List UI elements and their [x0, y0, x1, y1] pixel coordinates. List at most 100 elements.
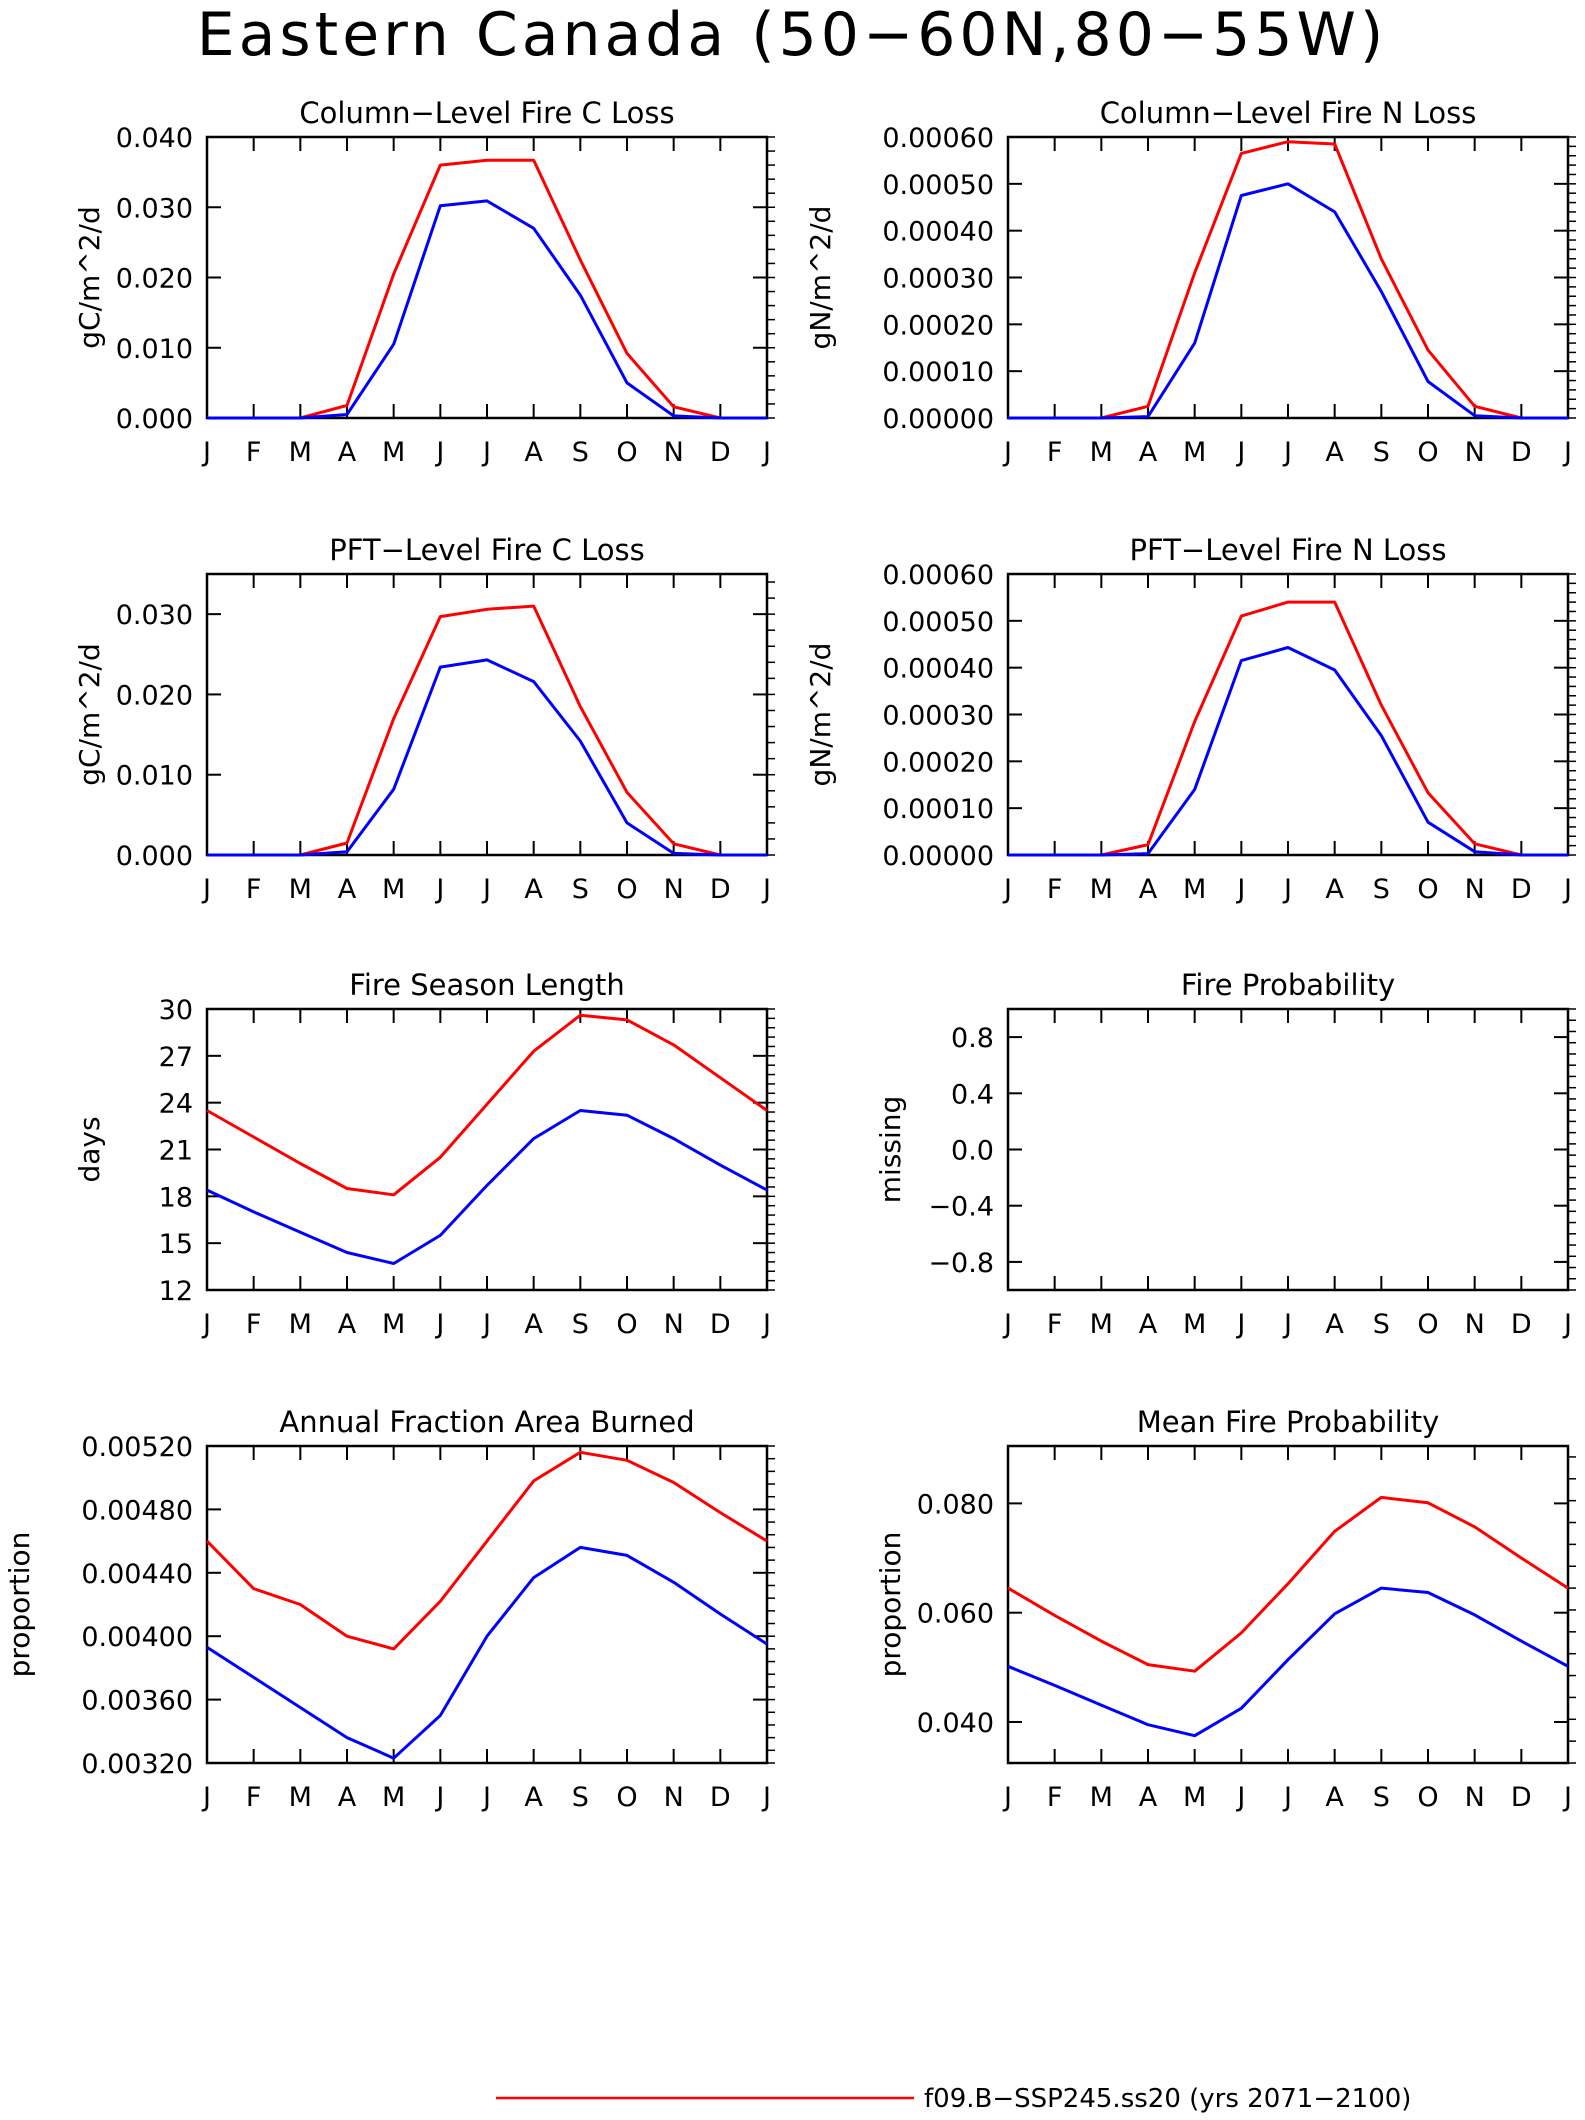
- panel-title: Mean Fire Probability: [1137, 1405, 1440, 1439]
- y-tick-label: 0.00320: [81, 1749, 193, 1780]
- x-tick-label: M: [382, 1309, 405, 1340]
- x-tick-label: F: [246, 1309, 262, 1340]
- y-tick-label: 0.00050: [882, 607, 994, 638]
- x-tick-label: A: [524, 437, 543, 468]
- x-tick-label: O: [616, 437, 637, 468]
- y-tick-label: 0.00050: [882, 170, 994, 201]
- x-tick-label: D: [1511, 1309, 1532, 1340]
- x-tick-label: A: [1139, 1309, 1158, 1340]
- x-tick-label: S: [572, 437, 589, 468]
- figure-title: Eastern Canada (50−60N,80−55W): [197, 0, 1388, 70]
- x-tick-label: D: [710, 437, 731, 468]
- x-tick-label: N: [1465, 437, 1485, 468]
- x-tick-label: O: [616, 1782, 637, 1813]
- series-line-blue: [206, 1545, 768, 1760]
- x-tick-label: J: [1282, 437, 1292, 468]
- x-tick-label: A: [1139, 1782, 1158, 1813]
- x-tick-label: J: [201, 437, 211, 468]
- plot-frame: [205, 572, 769, 857]
- legend: f09.B−SSP245.ss20 (yrs 2071−2100): [496, 2084, 1411, 2114]
- y-tick-label: 0.0: [951, 1136, 994, 1167]
- y-tick-label: 0.030: [116, 193, 193, 224]
- x-tick-label: M: [289, 437, 312, 468]
- y-axis-label: days: [73, 1116, 106, 1182]
- x-tick-label: D: [1511, 1782, 1532, 1813]
- x-tick-label: J: [481, 1782, 491, 1813]
- x-tick-label: J: [481, 1309, 491, 1340]
- x-tick-label: F: [1047, 1309, 1063, 1340]
- series-line-red: [1008, 600, 1568, 857]
- x-tick-label: J: [1282, 1782, 1292, 1813]
- y-tick-label: 0.060: [917, 1599, 994, 1630]
- y-tick-label: 0.030: [116, 600, 193, 631]
- y-tick-label: 0.8: [951, 1023, 994, 1054]
- x-tick-label: M: [1183, 437, 1206, 468]
- y-axis-label: gC/m^2/d: [73, 643, 106, 786]
- y-tick-label: −0.4: [928, 1192, 994, 1223]
- x-tick-label: J: [481, 437, 491, 468]
- x-tick-label: J: [1562, 1309, 1572, 1340]
- series-line-red: [1007, 1495, 1569, 1673]
- x-tick-label: J: [434, 874, 444, 905]
- y-axis-label: gN/m^2/d: [804, 206, 837, 350]
- x-tick-label: J: [761, 874, 771, 905]
- panel-title: PFT−Level Fire C Loss: [329, 533, 645, 567]
- x-tick-label: J: [201, 1782, 211, 1813]
- x-tick-label: S: [1373, 1782, 1390, 1813]
- y-tick-label: 0.00030: [882, 264, 994, 295]
- y-tick-label: −0.8: [928, 1248, 994, 1279]
- y-tick-label: 0.080: [917, 1489, 994, 1520]
- x-tick-label: O: [1417, 1309, 1438, 1340]
- x-tick-label: J: [761, 437, 771, 468]
- y-tick-label: 0.010: [116, 334, 193, 365]
- x-tick-label: J: [1235, 437, 1245, 468]
- x-tick-label: A: [338, 437, 357, 468]
- y-tick-label: 0.00060: [882, 123, 994, 154]
- x-tick-label: J: [1562, 874, 1572, 905]
- panel-title: PFT−Level Fire N Loss: [1130, 533, 1447, 567]
- x-tick-label: S: [572, 1782, 589, 1813]
- x-tick-label: A: [1325, 874, 1344, 905]
- y-tick-label: 0.020: [116, 680, 193, 711]
- x-tick-label: M: [382, 874, 405, 905]
- y-tick-label: 0.00020: [882, 747, 994, 778]
- x-tick-label: M: [1090, 874, 1113, 905]
- x-tick-label: J: [434, 1782, 444, 1813]
- series-line-red: [207, 604, 767, 857]
- x-tick-label: J: [1282, 1309, 1292, 1340]
- x-tick-label: F: [246, 874, 262, 905]
- x-tick-label: J: [1235, 1309, 1245, 1340]
- x-tick-label: D: [710, 874, 731, 905]
- y-axis-label: proportion: [874, 1532, 907, 1678]
- x-tick-label: J: [1562, 1782, 1572, 1813]
- x-tick-label: S: [572, 874, 589, 905]
- x-tick-label: M: [1183, 1782, 1206, 1813]
- x-tick-label: S: [1373, 1309, 1390, 1340]
- y-tick-label: 0.00000: [882, 404, 994, 435]
- y-tick-label: 0.00400: [81, 1622, 193, 1653]
- y-tick-label: 0.040: [917, 1708, 994, 1739]
- x-tick-label: D: [1511, 437, 1532, 468]
- x-tick-label: A: [1139, 437, 1158, 468]
- panel-title: Annual Fraction Area Burned: [279, 1405, 694, 1439]
- panel-title: Fire Probability: [1181, 968, 1395, 1002]
- legend-label: f09.B−SSP245.ss20 (yrs 2071−2100): [924, 2084, 1411, 2114]
- x-tick-label: A: [1325, 437, 1344, 468]
- x-tick-label: J: [1562, 437, 1572, 468]
- x-tick-label: A: [1139, 874, 1158, 905]
- x-tick-label: A: [338, 874, 357, 905]
- y-axis-label: gC/m^2/d: [73, 206, 106, 349]
- y-tick-label: 0.000: [116, 841, 193, 872]
- y-tick-label: 0.010: [116, 761, 193, 792]
- x-tick-label: O: [616, 874, 637, 905]
- x-tick-label: N: [664, 1309, 684, 1340]
- x-tick-label: M: [1090, 437, 1113, 468]
- y-tick-label: 0.00520: [81, 1432, 193, 1463]
- x-tick-label: J: [1002, 1782, 1012, 1813]
